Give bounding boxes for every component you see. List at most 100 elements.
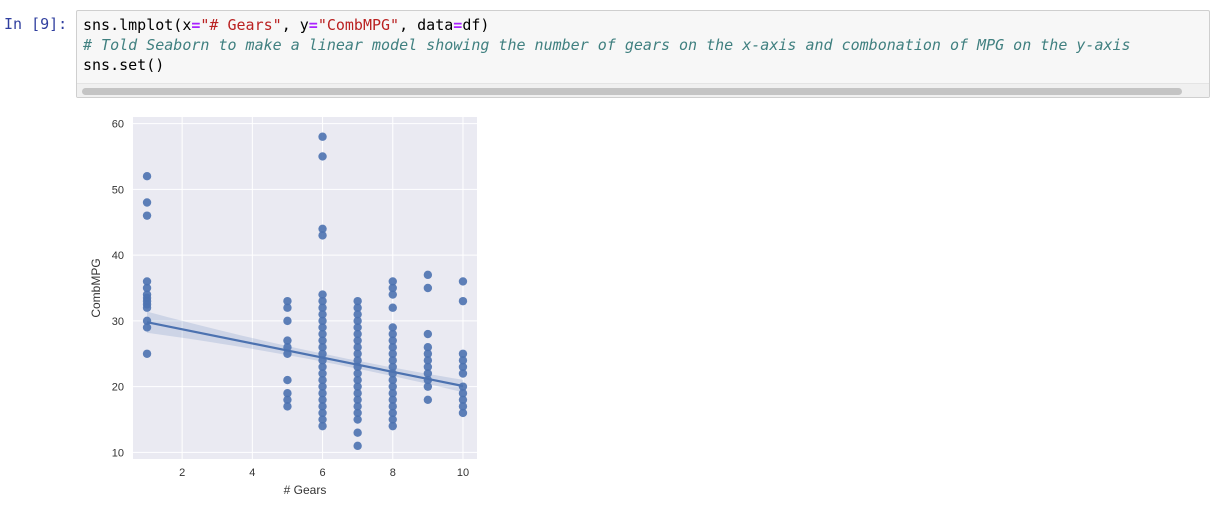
data-point — [353, 382, 362, 391]
data-point — [318, 296, 327, 306]
data-point — [283, 349, 292, 358]
data-point — [283, 395, 292, 405]
data-point — [142, 303, 152, 312]
data-point — [318, 349, 327, 358]
code-line-3: sns.set() — [83, 56, 165, 74]
data-point — [458, 402, 468, 411]
code-token: sns.lmplot(x — [83, 16, 192, 34]
data-point — [318, 382, 327, 391]
data-point — [458, 389, 468, 398]
data-point — [458, 395, 468, 405]
data-point — [318, 362, 327, 372]
plot-background — [133, 117, 477, 459]
data-point — [142, 323, 152, 332]
data-point — [353, 329, 362, 339]
code-operator: = — [191, 16, 201, 34]
data-point — [458, 408, 468, 418]
y-tick-labels: 10 20 30 40 50 60 — [112, 119, 124, 460]
data-point — [423, 375, 433, 385]
data-point — [353, 310, 362, 319]
data-point — [142, 198, 152, 207]
code-editor[interactable]: sns.lmplot(x="# Gears", y="CombMPG", dat… — [83, 15, 1131, 75]
data-point — [353, 408, 362, 418]
data-point — [142, 211, 152, 220]
scrollbar-thumb[interactable] — [82, 88, 1182, 95]
data-point — [388, 349, 397, 358]
data-point — [423, 270, 433, 280]
data-point — [388, 362, 397, 372]
data-point — [388, 290, 397, 299]
data-point — [423, 349, 433, 358]
data-point — [353, 389, 362, 398]
horizontal-scrollbar[interactable] — [77, 83, 1209, 97]
data-point — [353, 356, 362, 365]
x-tick-labels: 2 4 6 8 10 — [179, 467, 469, 479]
code-token: df) — [462, 16, 490, 34]
data-point — [388, 369, 397, 378]
data-point — [423, 362, 433, 372]
data-point — [423, 369, 433, 378]
data-point — [423, 356, 433, 365]
data-point — [388, 421, 397, 431]
data-point — [142, 277, 152, 286]
x-axis-label: # Gears — [284, 483, 327, 497]
data-point — [423, 382, 433, 391]
cell-output: 2 4 6 8 10 10 20 30 40 50 60 # Gears CombMPG — [80, 100, 500, 504]
data-point — [353, 336, 362, 345]
data-point — [388, 329, 397, 339]
grid-lines — [133, 117, 477, 459]
data-point — [318, 408, 327, 418]
data-point — [353, 428, 362, 437]
data-point — [318, 329, 327, 339]
data-point — [353, 316, 362, 326]
code-input-area[interactable]: sns.lmplot(x="# Gears", y="CombMPG", dat… — [76, 10, 1210, 98]
data-point — [423, 329, 433, 339]
code-operator: = — [308, 16, 318, 34]
data-point — [318, 336, 327, 345]
y-axis-label: CombMPG — [89, 258, 103, 317]
data-point — [318, 342, 327, 352]
data-point — [388, 323, 397, 332]
data-point — [423, 395, 433, 405]
x-tick-label: 6 — [319, 467, 325, 479]
x-tick-label: 4 — [249, 467, 255, 479]
data-point — [458, 277, 468, 286]
data-point — [283, 303, 292, 312]
x-tick-label: 2 — [179, 467, 185, 479]
data-point — [318, 224, 327, 234]
data-point — [353, 402, 362, 411]
data-point — [318, 402, 327, 411]
data-point — [388, 415, 397, 424]
x-tick-label: 10 — [457, 467, 469, 479]
data-point — [353, 323, 362, 332]
data-point — [353, 369, 362, 378]
data-point — [283, 336, 292, 345]
data-point — [458, 382, 468, 391]
confidence-band — [147, 311, 463, 393]
data-point — [318, 152, 327, 161]
data-point — [353, 441, 362, 451]
data-point — [318, 323, 327, 332]
data-point — [318, 356, 327, 365]
data-point — [318, 290, 327, 299]
data-point — [388, 375, 397, 385]
code-string: "# Gears" — [200, 16, 282, 34]
data-point — [353, 362, 362, 372]
y-tick-label: 40 — [112, 250, 124, 262]
data-point — [318, 395, 327, 405]
data-point — [283, 389, 292, 398]
code-operator: = — [453, 16, 463, 34]
data-point — [458, 356, 468, 365]
lmplot-chart: 2 4 6 8 10 10 20 30 40 50 60 # Gears CombMPG — [89, 117, 477, 497]
y-tick-label: 20 — [112, 382, 124, 394]
data-point — [388, 395, 397, 405]
data-point — [388, 336, 397, 345]
data-point — [318, 231, 327, 240]
data-point — [423, 342, 433, 352]
x-tick-label: 8 — [390, 467, 396, 479]
data-point — [283, 296, 292, 306]
data-point — [353, 375, 362, 385]
data-point — [353, 415, 362, 424]
input-prompt: In [9]: — [4, 15, 68, 33]
